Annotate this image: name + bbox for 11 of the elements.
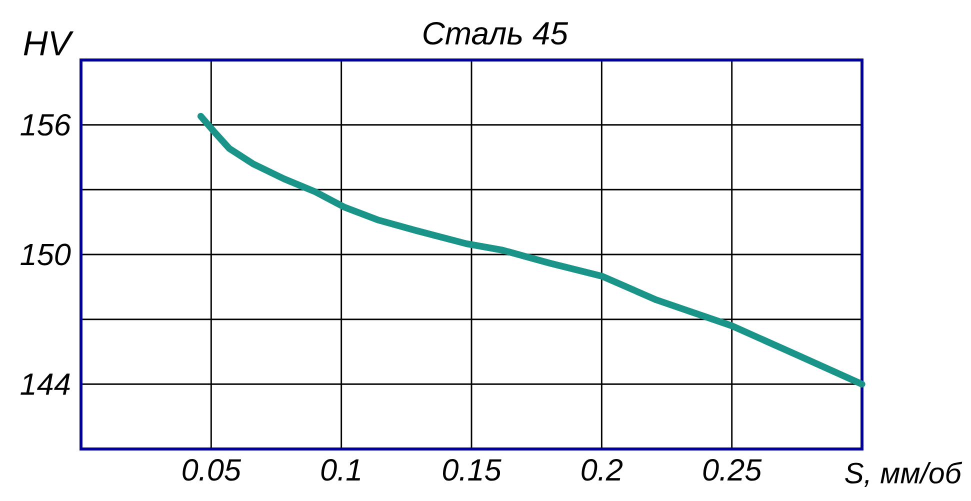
x-tick-label: 0.25 [703,459,762,481]
x-tick-label: 0.15 [443,459,502,481]
x-tick-label: 0.1 [321,459,360,481]
chart-title: Сталь 45 [424,22,568,45]
y-axis-title: HV [24,31,74,56]
x-tick-label: 0.2 [582,459,623,481]
y-tick-label: 156 [20,114,71,136]
x-tick-label: 0.05 [182,459,242,481]
x-axis-title: S, мм/об [845,462,962,487]
y-tick-label: 144 [20,374,70,395]
y-tick-label: 150 [20,244,71,266]
